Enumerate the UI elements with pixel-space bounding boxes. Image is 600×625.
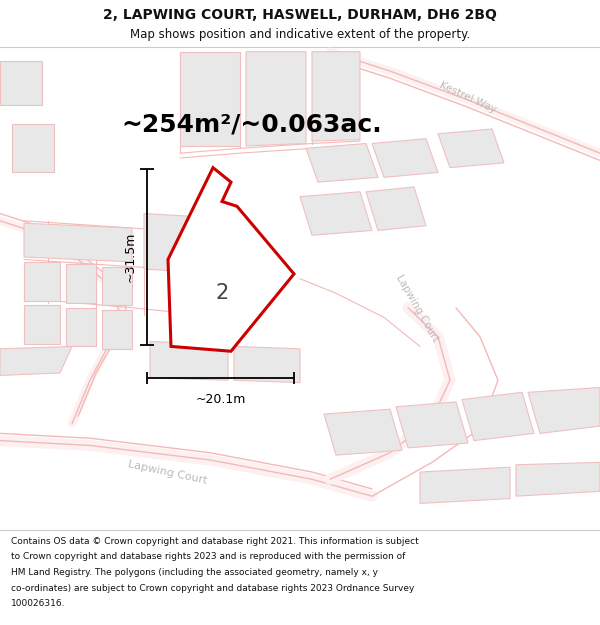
Text: 2, LAPWING COURT, HASWELL, DURHAM, DH6 2BQ: 2, LAPWING COURT, HASWELL, DURHAM, DH6 2… bbox=[103, 8, 497, 22]
Text: ~31.5m: ~31.5m bbox=[124, 232, 137, 282]
Polygon shape bbox=[462, 392, 534, 441]
Text: ~254m²/~0.063ac.: ~254m²/~0.063ac. bbox=[122, 112, 382, 136]
Polygon shape bbox=[66, 264, 96, 303]
Polygon shape bbox=[246, 52, 306, 146]
Polygon shape bbox=[396, 402, 468, 448]
Polygon shape bbox=[150, 342, 228, 380]
Polygon shape bbox=[24, 223, 132, 262]
Text: ~20.1m: ~20.1m bbox=[196, 393, 246, 406]
Polygon shape bbox=[300, 192, 372, 235]
Polygon shape bbox=[102, 267, 132, 306]
Polygon shape bbox=[516, 462, 600, 496]
Polygon shape bbox=[528, 388, 600, 433]
Polygon shape bbox=[234, 346, 300, 382]
Text: Map shows position and indicative extent of the property.: Map shows position and indicative extent… bbox=[130, 28, 470, 41]
Polygon shape bbox=[438, 129, 504, 168]
Polygon shape bbox=[0, 346, 72, 376]
Polygon shape bbox=[312, 52, 360, 141]
Polygon shape bbox=[366, 187, 426, 231]
Polygon shape bbox=[102, 310, 132, 349]
Polygon shape bbox=[0, 61, 42, 105]
Text: Lapwing Court: Lapwing Court bbox=[394, 272, 440, 343]
Polygon shape bbox=[24, 306, 60, 344]
Text: HM Land Registry. The polygons (including the associated geometry, namely x, y: HM Land Registry. The polygons (includin… bbox=[11, 568, 378, 577]
Polygon shape bbox=[420, 468, 510, 503]
Polygon shape bbox=[180, 52, 240, 146]
Text: 2: 2 bbox=[215, 283, 229, 303]
Polygon shape bbox=[168, 168, 294, 351]
Polygon shape bbox=[306, 144, 378, 182]
Text: 100026316.: 100026316. bbox=[11, 599, 65, 608]
Text: to Crown copyright and database rights 2023 and is reproduced with the permissio: to Crown copyright and database rights 2… bbox=[11, 552, 405, 561]
Text: Contains OS data © Crown copyright and database right 2021. This information is : Contains OS data © Crown copyright and d… bbox=[11, 537, 419, 546]
Polygon shape bbox=[144, 214, 228, 274]
Polygon shape bbox=[12, 124, 54, 172]
Polygon shape bbox=[66, 308, 96, 346]
Polygon shape bbox=[24, 262, 60, 301]
Text: Kestrel Way: Kestrel Way bbox=[438, 80, 498, 115]
Text: Lapwing Court: Lapwing Court bbox=[127, 459, 209, 485]
Text: co-ordinates) are subject to Crown copyright and database rights 2023 Ordnance S: co-ordinates) are subject to Crown copyr… bbox=[11, 584, 414, 592]
Polygon shape bbox=[324, 409, 402, 455]
Polygon shape bbox=[372, 139, 438, 178]
